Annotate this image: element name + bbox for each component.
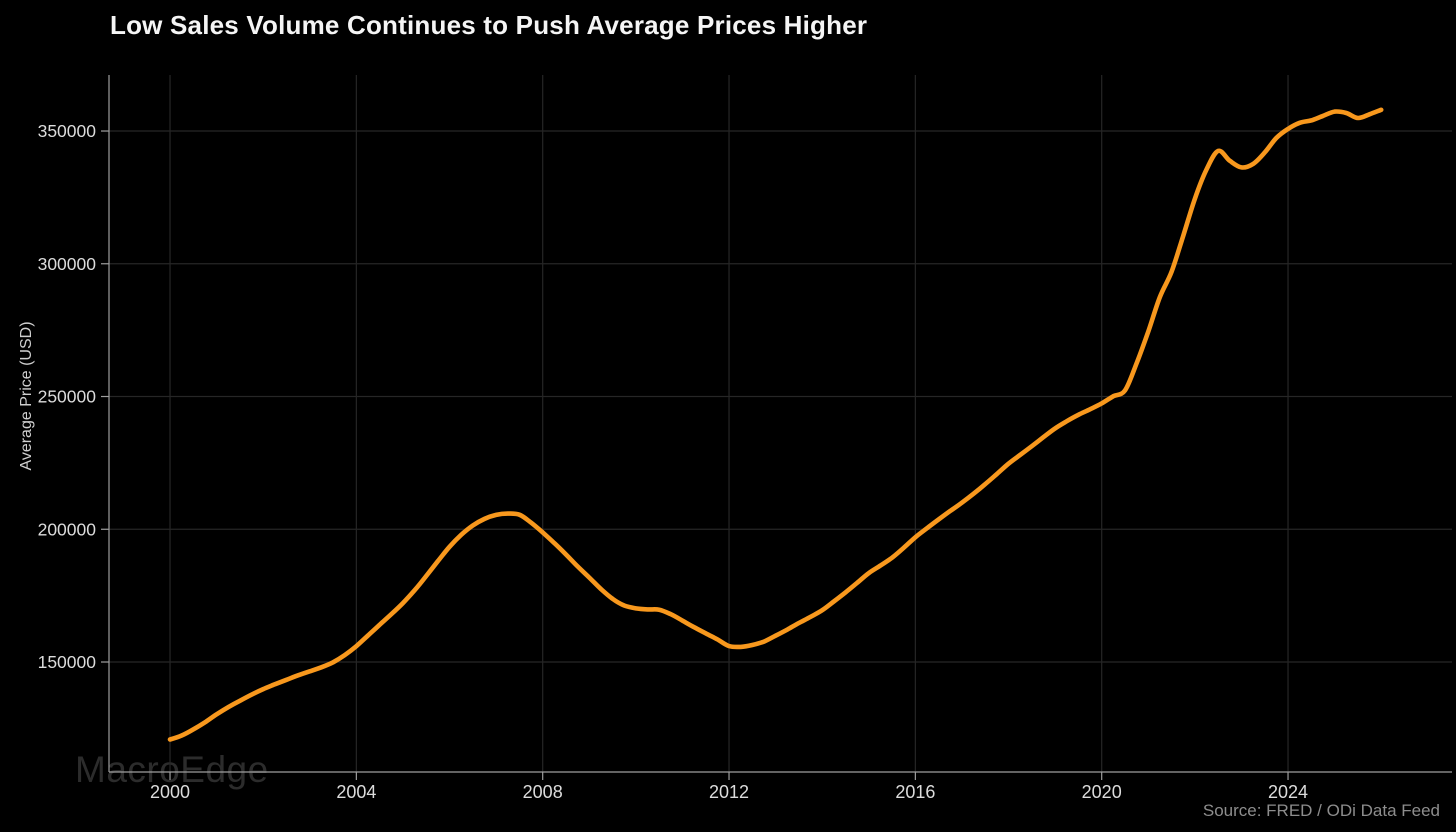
source-attribution: Source: FRED / ODi Data Feed: [1202, 801, 1440, 820]
chart-title: Low Sales Volume Continues to Push Avera…: [110, 10, 868, 40]
y-axis-tick-label: 250000: [38, 387, 97, 407]
watermark-logo: MacroEdge: [75, 749, 269, 790]
y-axis-tick-label: 200000: [38, 519, 97, 539]
y-axis-tick-label: 300000: [38, 254, 97, 274]
x-axis-tick-label: 2020: [1082, 782, 1122, 802]
y-axis-title: Average Price (USD): [18, 321, 35, 471]
x-axis-tick-label: 2016: [895, 782, 935, 802]
x-axis-tick-label: 2024: [1268, 782, 1308, 802]
average-price-line-series: [167, 107, 1384, 742]
x-axis-tick-label: 2000: [150, 782, 190, 802]
x-axis-tick-label: 2008: [523, 782, 563, 802]
x-axis-tick-label: 2012: [709, 782, 749, 802]
y-axis-tick-label: 350000: [38, 121, 97, 141]
x-axis-tick-label: 2004: [336, 782, 376, 802]
y-axis-tick-label: 150000: [38, 652, 97, 672]
